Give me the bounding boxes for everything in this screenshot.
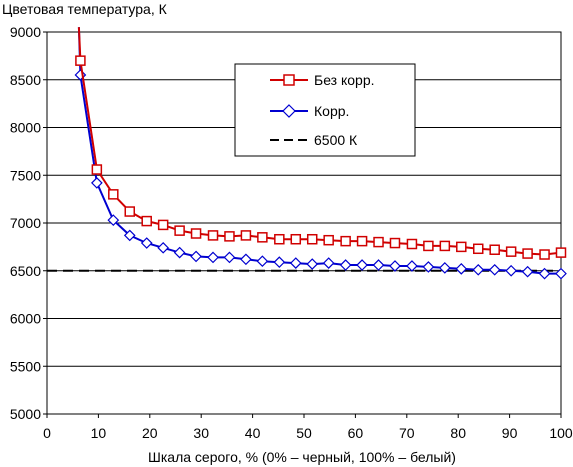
x-tick-label: 40 (245, 425, 261, 441)
legend-entry-6500k: 6500 К (270, 132, 358, 148)
data-point-diamond (322, 257, 335, 269)
data-point-square (489, 244, 500, 255)
data-point-diamond (422, 261, 435, 273)
y-tick-label: 6500 (10, 263, 41, 279)
data-point-square (472, 243, 484, 255)
data-point-square (389, 237, 401, 249)
x-tick-label: 0 (43, 425, 51, 441)
data-point-diamond (107, 214, 120, 226)
data-point-square (323, 234, 334, 246)
data-point-diamond (339, 259, 352, 271)
data-point-square (406, 238, 418, 250)
y-axis-title: Цветовая температура, К (2, 1, 168, 17)
data-point-square (539, 249, 550, 260)
data-point-square (224, 231, 235, 242)
data-point-diamond (157, 241, 170, 254)
data-point-square (157, 219, 169, 231)
legend: Без корр. Корр. 6500 К (234, 63, 416, 157)
data-point-square (124, 206, 136, 217)
data-point-square (356, 235, 368, 247)
y-tick-label: 8000 (10, 120, 41, 136)
data-point-diamond (123, 229, 136, 242)
legend-marker-diamond (282, 104, 296, 118)
data-point-square (240, 230, 252, 241)
data-point-diamond (140, 237, 153, 249)
data-point-diamond (190, 250, 202, 263)
x-tick-label: 100 (549, 425, 573, 441)
x-tick-label: 30 (193, 425, 209, 441)
y-tick-label: 8500 (10, 72, 41, 88)
data-point-diamond (289, 257, 302, 269)
data-point-square (555, 247, 567, 258)
data-point-diamond (505, 264, 517, 277)
data-point-diamond (223, 251, 236, 264)
data-point-square (75, 55, 86, 66)
x-tick-label: 70 (399, 425, 415, 441)
data-point-square (423, 240, 434, 252)
y-tick-label: 7500 (10, 167, 41, 183)
x-tick-label: 20 (142, 425, 158, 441)
data-point-diamond (521, 265, 534, 278)
x-tick-label: 50 (296, 425, 312, 441)
y-tick-label: 7000 (10, 215, 41, 231)
legend-entry-bez-korr: Без корр. (270, 72, 375, 88)
data-point-diamond (555, 267, 567, 280)
data-point-diamond (207, 251, 219, 264)
data-point-square (439, 240, 451, 252)
legend-label-korr: Корр. (314, 103, 349, 119)
data-point-diamond (173, 246, 186, 259)
x-tick-label: 60 (348, 425, 364, 441)
data-point-diamond (389, 260, 401, 272)
series-group (47, 27, 567, 280)
data-point-square (522, 248, 533, 259)
y-tick-label: 5000 (10, 406, 41, 422)
legend-label-6500k: 6500 К (314, 132, 358, 148)
data-point-square (306, 233, 318, 245)
data-point-diamond (372, 259, 385, 271)
data-point-diamond (240, 253, 252, 266)
x-tick-label: 10 (91, 425, 107, 441)
y-tick-label: 5500 (10, 358, 41, 374)
legend-label-bez-korr: Без корр. (314, 72, 375, 88)
x-tick-label: 80 (450, 425, 466, 441)
legend-box (234, 63, 416, 157)
data-point-diamond (273, 256, 286, 269)
data-point-diamond (455, 262, 468, 275)
data-point-diamond (256, 255, 269, 268)
data-point-square (108, 189, 119, 200)
axis-ticks: 5000 5500 6000 6500 7000 7500 8000 8500 9000 0 10 2… (10, 24, 573, 441)
data-point-square (190, 228, 202, 239)
data-point-diamond (472, 263, 485, 276)
data-point-square (274, 233, 285, 245)
legend-entry-korr: Корр. (270, 103, 349, 119)
y-tick-label: 6000 (10, 311, 41, 327)
data-point-square (456, 241, 467, 253)
data-point-square (505, 246, 517, 257)
data-point-square (373, 236, 384, 248)
data-point-diamond (306, 258, 319, 270)
x-tick-label: 90 (502, 425, 518, 441)
data-point-diamond (488, 263, 501, 276)
data-point-diamond (538, 267, 551, 280)
data-point-diamond (91, 177, 103, 189)
y-tick-label: 9000 (10, 24, 41, 40)
data-point-square (340, 235, 351, 247)
data-point-square (141, 215, 152, 227)
legend-marker-square (283, 74, 295, 86)
data-point-square (91, 164, 103, 175)
data-point-diamond (356, 259, 368, 271)
data-point-square (257, 232, 268, 243)
data-point-diamond (438, 262, 451, 274)
data-point-square (290, 233, 302, 245)
data-point-square (174, 225, 185, 236)
data-point-square (207, 230, 219, 241)
x-axis-title: Шкала серого, % (0% – черный, 100% – бел… (148, 449, 456, 465)
data-point-diamond (406, 260, 418, 272)
